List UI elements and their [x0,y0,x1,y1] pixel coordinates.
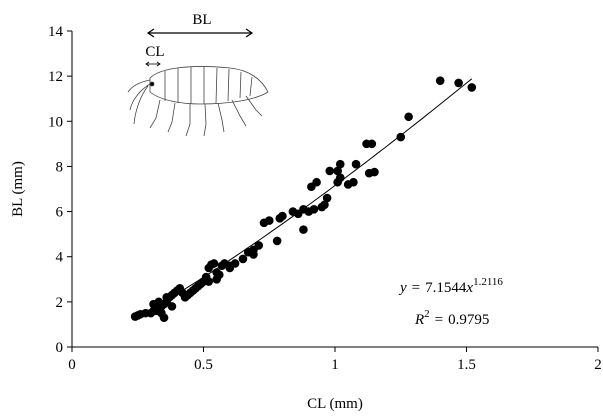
point [467,83,477,92]
point [159,313,169,322]
y-tick-label: 12 [48,69,63,85]
y-tick-label: 6 [56,205,64,221]
point [351,159,361,169]
point [288,207,298,216]
x-tick-label: 1 [331,357,339,373]
inset-cl-label: CL [145,44,164,60]
point [307,182,316,192]
point [370,167,379,177]
inset-drawing [127,28,269,137]
y-axis-title: BL (mm) [10,161,26,217]
point [212,274,221,284]
point [317,202,327,212]
eq-lhs: y [398,280,407,296]
fit-line [134,78,473,319]
point [149,299,158,309]
point [404,112,413,122]
point [333,177,342,187]
point [333,166,342,176]
point [212,268,221,277]
point [259,218,269,228]
point [178,288,187,298]
point [343,180,353,189]
point [225,261,235,271]
point [272,236,282,246]
point [243,247,253,257]
r-label: R [414,312,424,328]
point [325,166,335,176]
y-tick-label: 14 [48,24,64,40]
point [299,225,308,234]
point [322,193,332,203]
point [454,78,463,88]
r-sup: 2 [424,308,430,320]
y-tick-label: 8 [56,159,64,175]
point [367,139,377,149]
point [130,312,140,321]
point [167,302,177,311]
point [435,76,445,85]
point [396,132,406,142]
fit-equation: y = 7.1544x1.2116 [398,276,503,296]
point [186,288,195,298]
x-tick-label: 0 [68,357,76,373]
x-tick-label: 2 [594,357,602,373]
x-tick-label: 0.5 [194,357,213,373]
y-tick-label: 10 [48,114,63,130]
r-value: 0.9795 [448,312,489,328]
point [204,263,214,273]
point [299,205,308,214]
point [238,254,248,264]
eq-equals: = [412,280,420,296]
r-squared: R2 = 0.9795 [414,308,489,328]
eq-coef: 7.1544 [425,280,467,296]
x-axis-title: CL (mm) [307,396,363,412]
point [275,214,285,223]
point [162,293,171,302]
inset-bl-label: BL [192,12,211,28]
y-tick-label: 4 [56,250,64,266]
eq-var: x [465,280,473,296]
point [204,277,214,286]
r-equals: = [435,312,443,328]
x-tick-label: 1.5 [457,357,476,373]
eq-exp: 1.2116 [473,276,503,288]
point [335,159,345,169]
y-tick-label: 2 [56,295,64,311]
y-tick-label: 0 [56,340,64,356]
